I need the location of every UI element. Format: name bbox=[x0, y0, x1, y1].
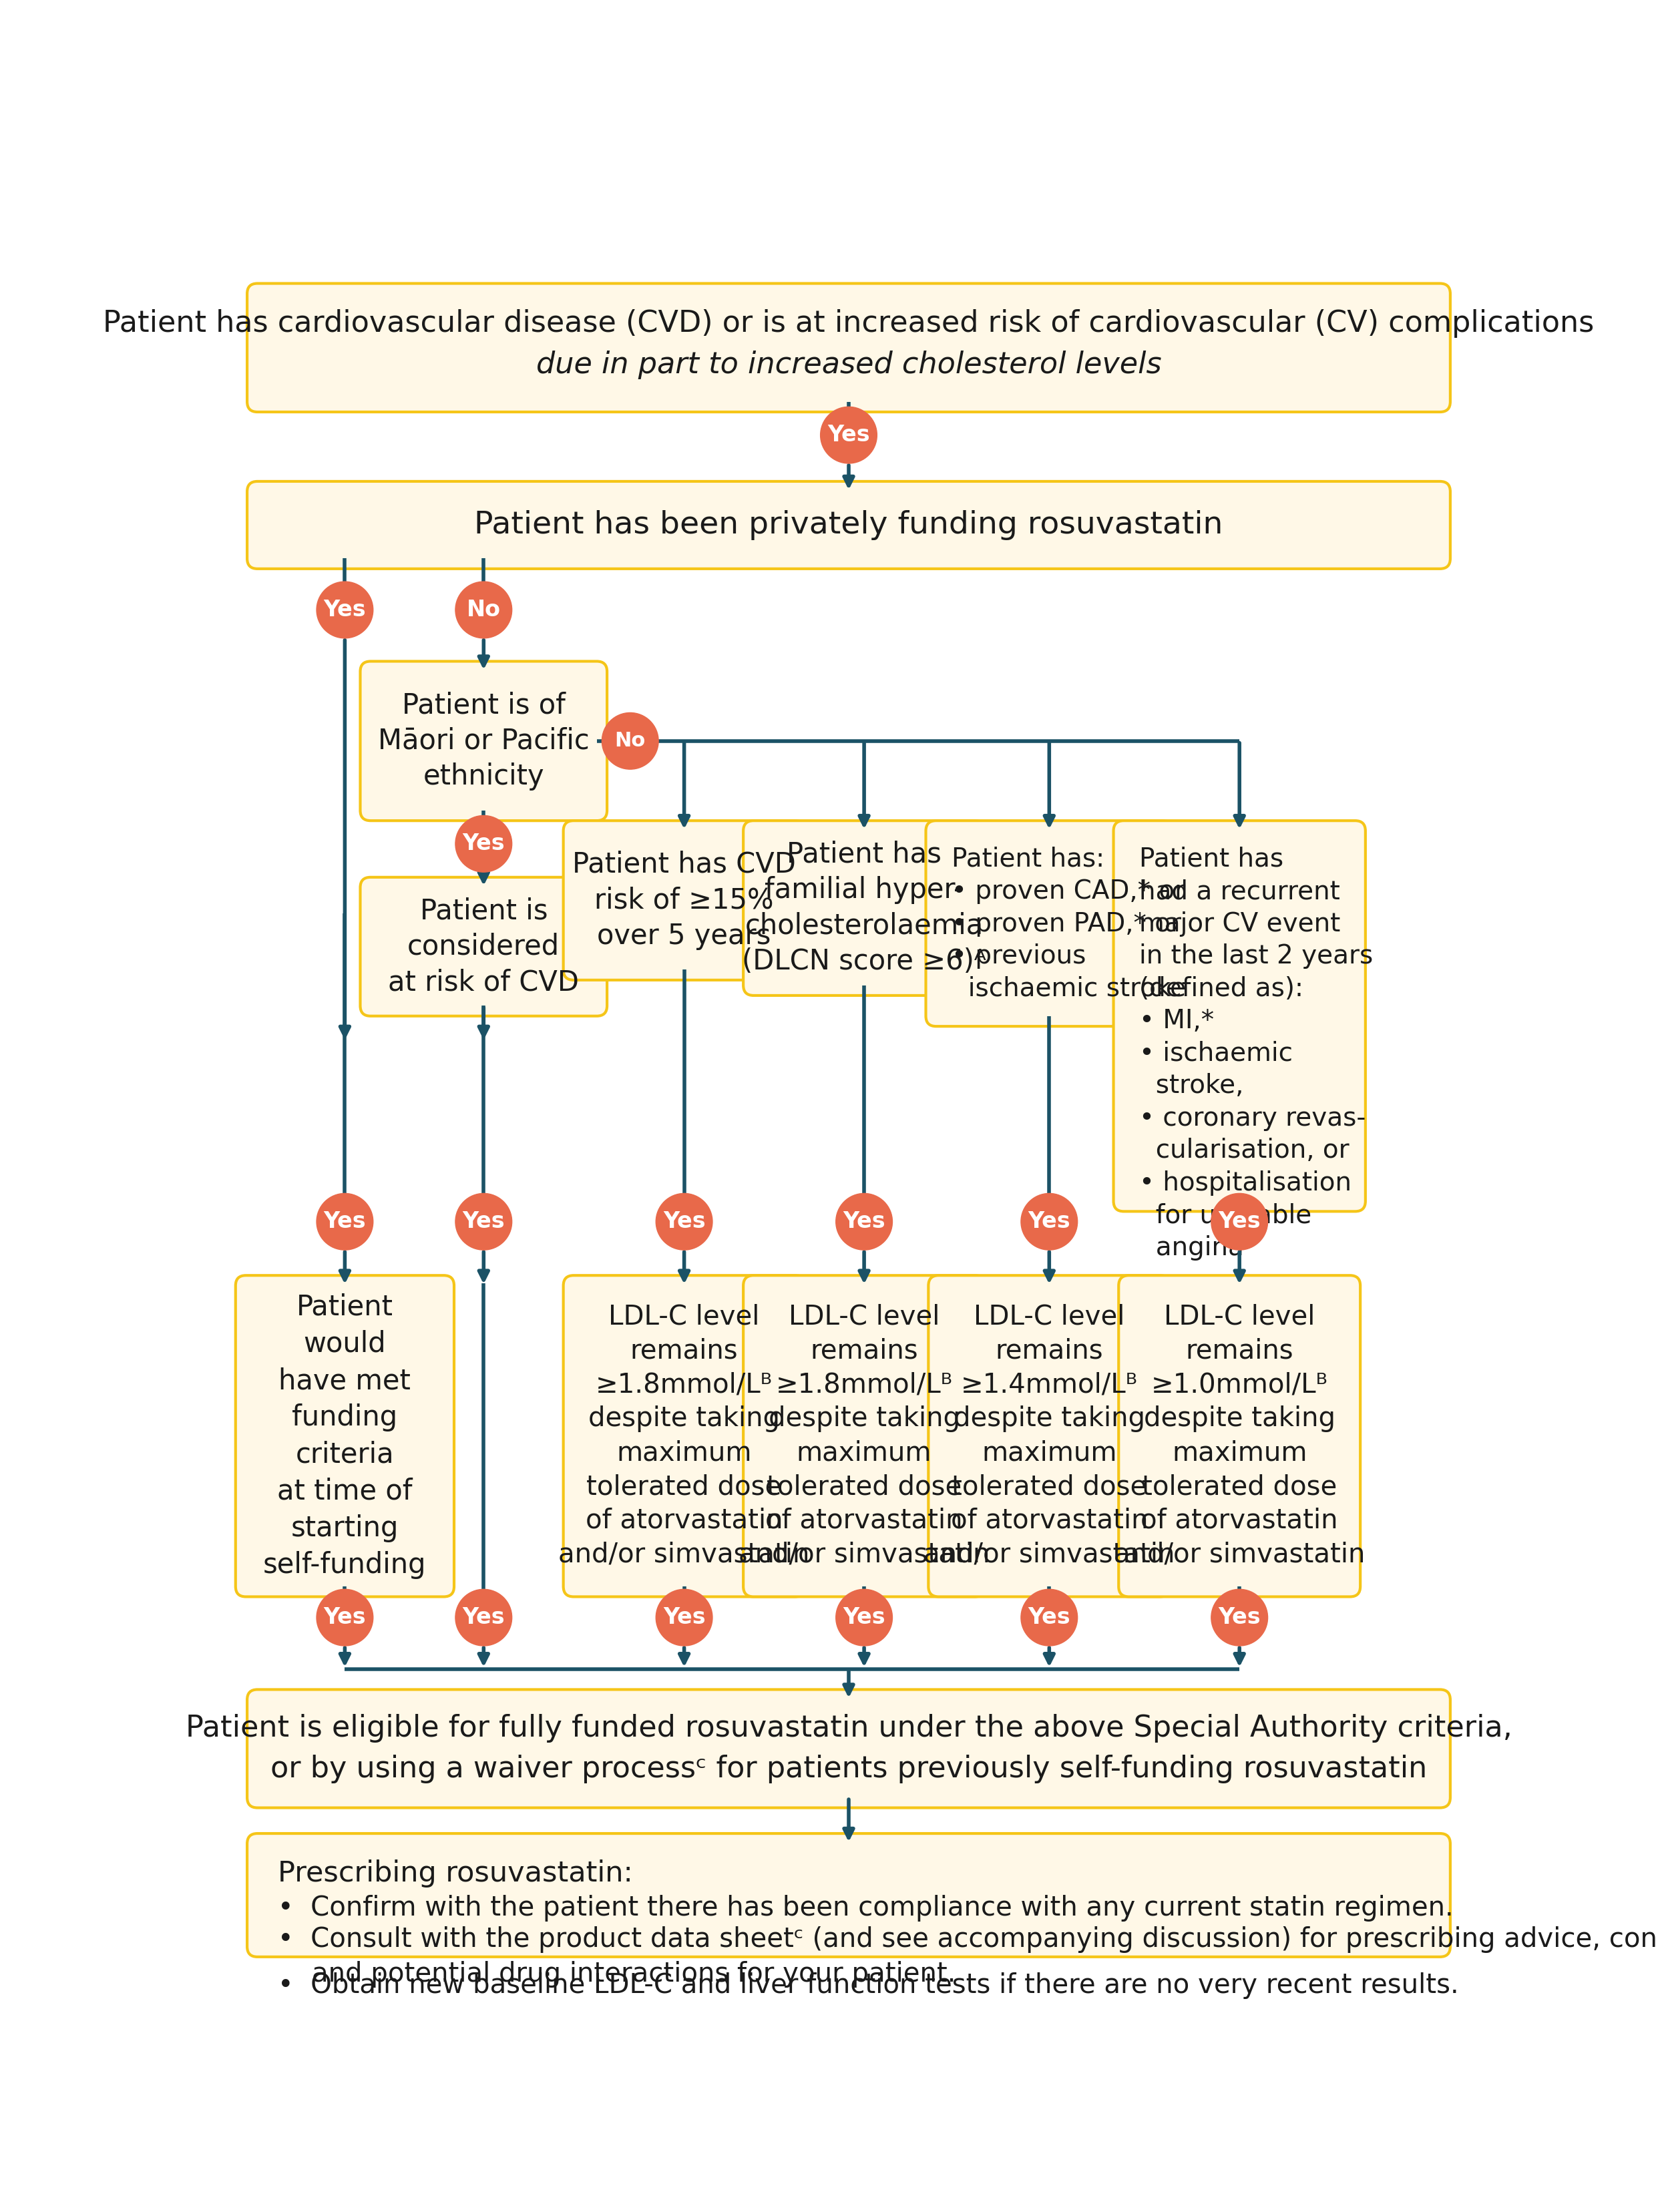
Text: Yes: Yes bbox=[1219, 1606, 1260, 1628]
Text: Prescribing rosuvastatin:: Prescribing rosuvastatin: bbox=[278, 1858, 633, 1887]
Circle shape bbox=[656, 1588, 712, 1646]
FancyBboxPatch shape bbox=[1113, 821, 1366, 1212]
Text: Yes: Yes bbox=[1028, 1210, 1070, 1232]
FancyBboxPatch shape bbox=[247, 1690, 1451, 1807]
Text: No: No bbox=[614, 732, 646, 750]
Circle shape bbox=[656, 1194, 712, 1250]
Circle shape bbox=[455, 1588, 512, 1646]
Text: Yes: Yes bbox=[1028, 1606, 1070, 1628]
Circle shape bbox=[455, 582, 512, 639]
Text: LDL-C level
remains
≥1.8mmol/Lᴮ
despite taking
maximum
tolerated dose
of atorvas: LDL-C level remains ≥1.8mmol/Lᴮ despite … bbox=[739, 1303, 990, 1568]
FancyBboxPatch shape bbox=[361, 661, 608, 821]
FancyBboxPatch shape bbox=[929, 1276, 1171, 1597]
Text: Yes: Yes bbox=[828, 425, 869, 447]
FancyBboxPatch shape bbox=[247, 283, 1451, 411]
Text: Patient is eligible for fully funded rosuvastatin under the above Special Author: Patient is eligible for fully funded ros… bbox=[185, 1714, 1512, 1743]
Text: Patient has:
• proven CAD,* or
• proven PAD,* or
• previous
  ischaemic stroke: Patient has: • proven CAD,* or • proven … bbox=[952, 847, 1186, 1002]
Circle shape bbox=[1211, 1194, 1268, 1250]
FancyBboxPatch shape bbox=[235, 1276, 454, 1597]
Text: No: No bbox=[467, 599, 500, 622]
Circle shape bbox=[1022, 1588, 1078, 1646]
Text: LDL-C level
remains
≥1.8mmol/Lᴮ
despite taking
maximum
tolerated dose
of atorvas: LDL-C level remains ≥1.8mmol/Lᴮ despite … bbox=[558, 1303, 810, 1568]
Text: or by using a waiver processᶜ for patients previously self-funding rosuvastatin: or by using a waiver processᶜ for patien… bbox=[270, 1754, 1427, 1783]
Circle shape bbox=[1022, 1194, 1078, 1250]
FancyBboxPatch shape bbox=[744, 821, 985, 995]
FancyBboxPatch shape bbox=[247, 1834, 1451, 1958]
Text: Patient has
had a recurrent
major CV event
in the last 2 years
(defined as):
• M: Patient has had a recurrent major CV eve… bbox=[1139, 847, 1373, 1261]
Circle shape bbox=[836, 1588, 893, 1646]
Text: Patient has been privately funding rosuvastatin: Patient has been privately funding rosuv… bbox=[474, 511, 1224, 540]
Text: Patient has cardiovascular disease (CVD) or is at increased risk of cardiovascul: Patient has cardiovascular disease (CVD)… bbox=[103, 310, 1595, 338]
Circle shape bbox=[316, 582, 373, 639]
Text: due in part to increased cholesterol levels: due in part to increased cholesterol lev… bbox=[537, 349, 1161, 378]
Text: Yes: Yes bbox=[843, 1210, 886, 1232]
Text: •  Obtain new baseline LDL-C and liver function tests if there are no very recen: • Obtain new baseline LDL-C and liver fu… bbox=[278, 1973, 1459, 2000]
FancyBboxPatch shape bbox=[361, 878, 608, 1015]
Text: Yes: Yes bbox=[323, 1606, 366, 1628]
FancyBboxPatch shape bbox=[563, 821, 805, 980]
Text: LDL-C level
remains
≥1.0mmol/Lᴮ
despite taking
maximum
tolerated dose
of atorvas: LDL-C level remains ≥1.0mmol/Lᴮ despite … bbox=[1114, 1303, 1365, 1568]
Text: Yes: Yes bbox=[462, 1210, 505, 1232]
Text: Yes: Yes bbox=[1219, 1210, 1260, 1232]
Text: Patient has CVD
risk of ≥15%
over 5 years: Patient has CVD risk of ≥15% over 5 year… bbox=[573, 852, 797, 951]
Circle shape bbox=[1211, 1588, 1268, 1646]
Circle shape bbox=[601, 712, 659, 770]
Text: •  Consult with the product data sheetᶜ (and see accompanying discussion) for pr: • Consult with the product data sheetᶜ (… bbox=[278, 1927, 1656, 1989]
Text: Yes: Yes bbox=[462, 1606, 505, 1628]
Text: Yes: Yes bbox=[462, 832, 505, 854]
Text: Patient
would
have met
funding
criteria
at time of
starting
self-funding: Patient would have met funding criteria … bbox=[263, 1294, 427, 1579]
Circle shape bbox=[316, 1194, 373, 1250]
Text: Patient is
considered
at risk of CVD: Patient is considered at risk of CVD bbox=[388, 896, 580, 995]
FancyBboxPatch shape bbox=[247, 482, 1451, 568]
Text: Yes: Yes bbox=[662, 1210, 705, 1232]
Text: Patient is of
Māori or Pacific
ethnicity: Patient is of Māori or Pacific ethnicity bbox=[378, 690, 590, 790]
Circle shape bbox=[316, 1588, 373, 1646]
FancyBboxPatch shape bbox=[563, 1276, 805, 1597]
Circle shape bbox=[455, 1194, 512, 1250]
Circle shape bbox=[455, 816, 512, 872]
Circle shape bbox=[836, 1194, 893, 1250]
Text: Yes: Yes bbox=[662, 1606, 705, 1628]
Text: Yes: Yes bbox=[323, 1210, 366, 1232]
FancyBboxPatch shape bbox=[926, 821, 1172, 1026]
Text: Yes: Yes bbox=[843, 1606, 886, 1628]
Text: Yes: Yes bbox=[323, 599, 366, 622]
Text: •  Confirm with the patient there has been compliance with any current statin re: • Confirm with the patient there has bee… bbox=[278, 1896, 1454, 1922]
Circle shape bbox=[820, 407, 878, 462]
Text: LDL-C level
remains
≥1.4mmol/Lᴮ
despite taking
maximum
tolerated dose
of atorvas: LDL-C level remains ≥1.4mmol/Lᴮ despite … bbox=[924, 1303, 1174, 1568]
FancyBboxPatch shape bbox=[744, 1276, 985, 1597]
FancyBboxPatch shape bbox=[1119, 1276, 1360, 1597]
Text: Patient has
familial hyper-
cholesterolaemia
(DLCN score ≥6)ᴬ: Patient has familial hyper- cholesterola… bbox=[742, 841, 987, 975]
